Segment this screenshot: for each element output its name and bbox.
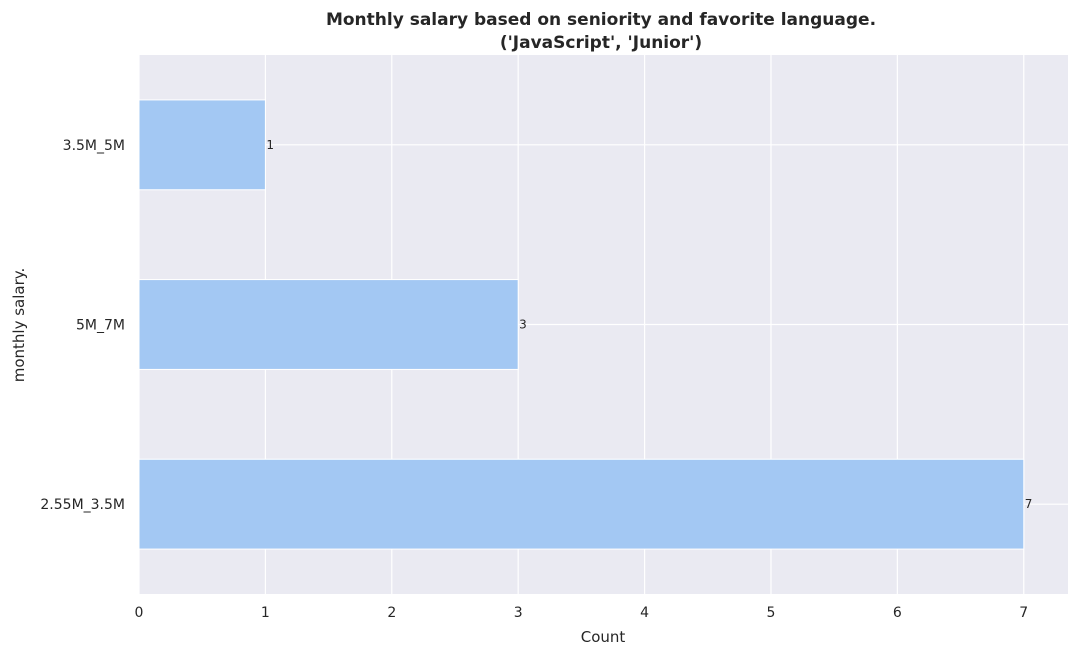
x-tick-label: 5 (767, 605, 776, 621)
x-tick-label: 1 (261, 605, 270, 621)
bar-value-label: 3 (519, 318, 527, 332)
x-tick-label: 4 (640, 605, 649, 621)
y-ticks: 3.5M_5M 5M_7M 2.55M_3.5M (40, 138, 125, 513)
y-tick-label: 3.5M_5M (63, 138, 125, 154)
x-ticks: 0 1 2 3 4 5 6 7 (135, 605, 1029, 621)
bar-labels: 1 3 7 (266, 138, 1032, 511)
bars (138, 99, 1025, 550)
bar (138, 99, 266, 191)
chart-title: Monthly salary based on seniority and fa… (326, 10, 876, 30)
x-tick-label: 7 (1019, 605, 1028, 621)
bar (138, 279, 519, 370)
bar-value-label: 7 (1025, 497, 1033, 511)
x-tick-label: 2 (387, 605, 396, 621)
x-tick-label: 3 (514, 605, 523, 621)
x-tick-label: 0 (135, 605, 144, 621)
y-axis-label: monthly salary. (10, 268, 28, 383)
chart-subtitle: ('JavaScript', 'Junior') (500, 33, 702, 53)
x-tick-label: 6 (893, 605, 902, 621)
bar (138, 458, 1025, 550)
y-tick-label: 2.55M_3.5M (40, 497, 125, 513)
y-tick-label: 5M_7M (76, 318, 125, 334)
x-axis-label: Count (581, 628, 626, 646)
bar-value-label: 1 (266, 138, 274, 152)
